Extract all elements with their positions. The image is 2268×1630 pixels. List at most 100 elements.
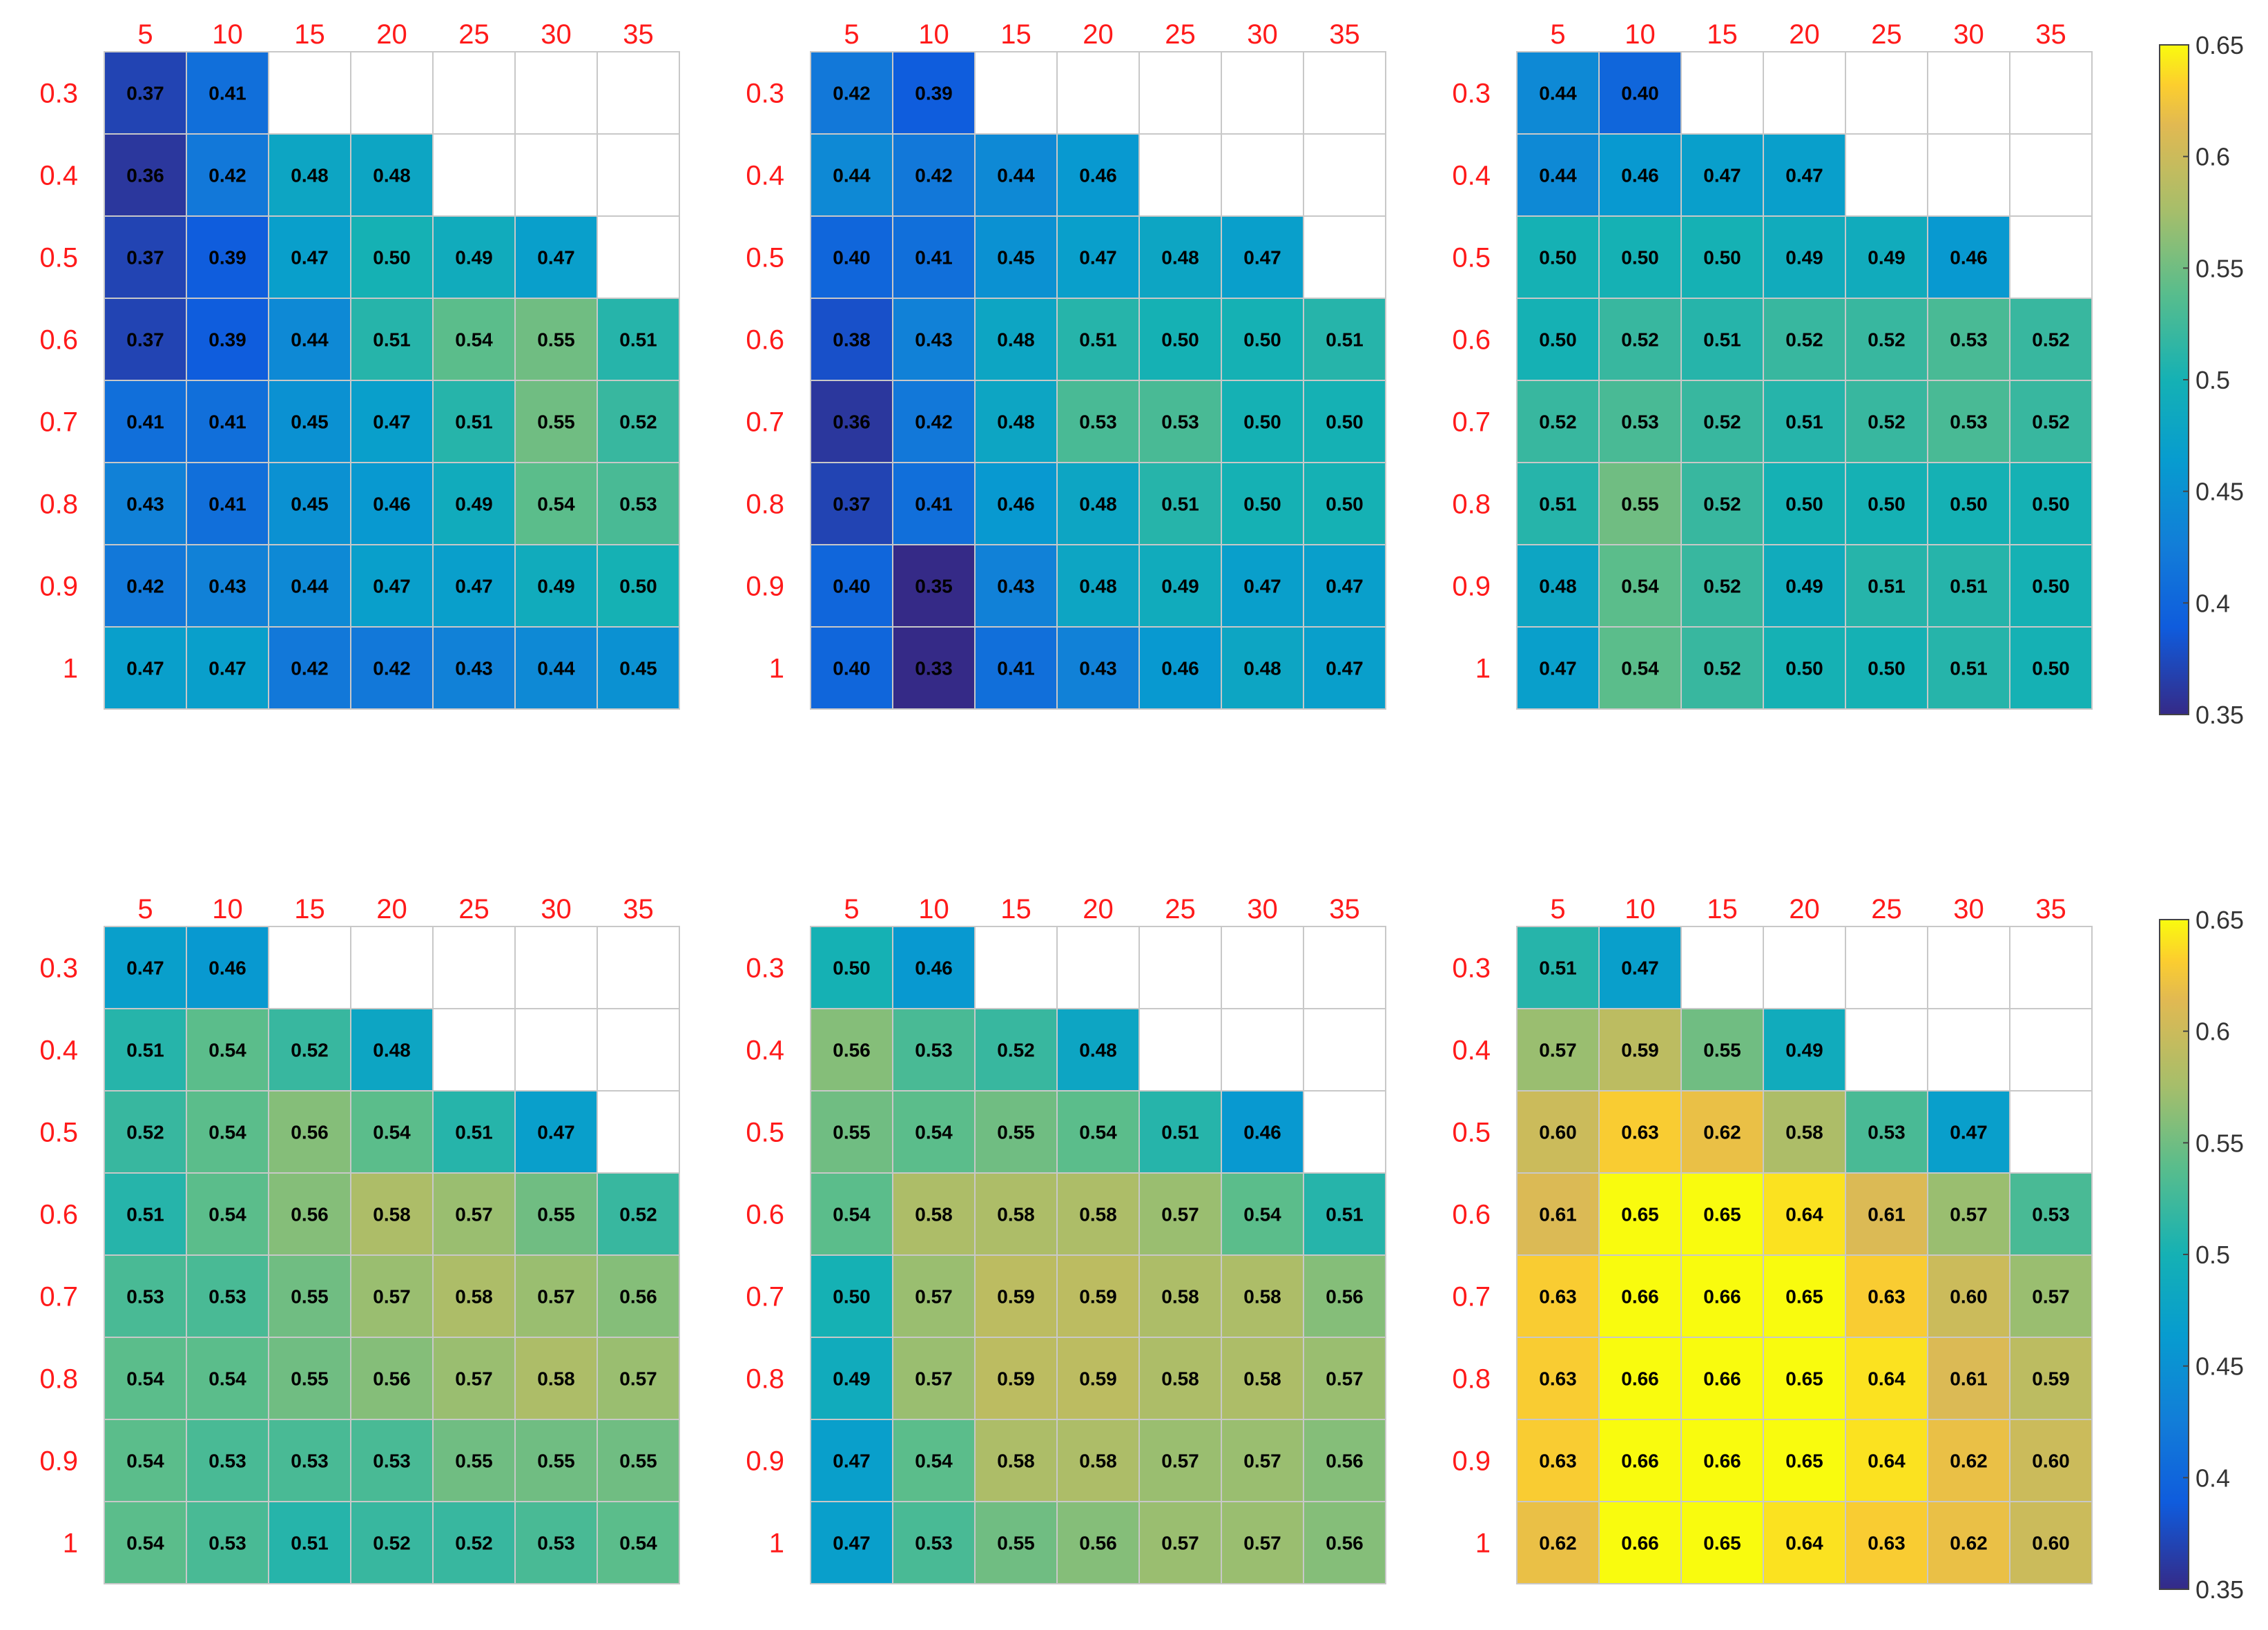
x-tick-label: 35: [1329, 19, 1360, 50]
cell-value-label: 0.54: [1243, 1204, 1281, 1225]
cell-value-label: 0.42: [833, 83, 871, 104]
x-tick-label: 10: [1625, 19, 1656, 50]
heatmap-cell: [1845, 133, 1928, 217]
heatmap-cell: [1598, 1337, 1682, 1420]
cell-value-label: 0.55: [537, 411, 575, 433]
heatmap-cell: [1303, 544, 1386, 628]
cell-value-label: 0.50: [1785, 658, 1823, 679]
cell-value-label: 0.55: [537, 1204, 575, 1225]
cell-value-label: 0.55: [619, 1450, 657, 1472]
cell-value-label: 0.51: [455, 1122, 493, 1143]
cell-value-label: 0.37: [126, 247, 164, 269]
cell-value-label: 0.53: [915, 1533, 953, 1554]
heatmap-cell: [1303, 1254, 1386, 1338]
cell-value-label: 0.53: [1079, 411, 1117, 433]
cell-value-label: 0.54: [209, 1040, 246, 1061]
cell-value-label: 0.48: [997, 411, 1035, 433]
heatmap-cell: [1763, 1337, 1846, 1420]
cell-value-label: 0.47: [1539, 658, 1577, 679]
cell-value-label: 0.41: [209, 411, 246, 433]
cell-value-label: 0.59: [1079, 1368, 1117, 1390]
x-tick-label: 30: [541, 19, 572, 50]
heatmap-cell: [1763, 462, 1846, 545]
cell-value-label: 0.42: [915, 411, 953, 433]
cell-value-label: 0.50: [2032, 658, 2070, 679]
heatmap-panel-2: 0.42 0.390.44 0.42 0.44 0.460.40 0.41 0.45 0.47…: [746, 19, 1386, 710]
x-tick-label: 20: [1083, 894, 1114, 924]
cell-value-label: 0.47: [1243, 247, 1281, 269]
cell-value-label: 0.41: [126, 411, 164, 433]
cell-value-label: 0.51: [1539, 494, 1577, 515]
cell-value-label: 0.44: [833, 165, 871, 186]
heatmap-cell: [1927, 626, 2010, 710]
cell-value-label: 0.61: [1539, 1204, 1577, 1225]
cell-value-label: 0.40: [1621, 83, 1659, 104]
cell-value-label: 0.62: [1950, 1533, 1988, 1554]
heatmap-cell: [1221, 380, 1304, 463]
cell-value-label: 0.58: [1079, 1204, 1117, 1225]
heatmap-cell: [597, 544, 680, 628]
cell-value-label: 0.39: [209, 329, 246, 351]
heatmap-cell: [268, 1172, 351, 1256]
cell-value-label: 0.63: [1868, 1533, 1906, 1554]
x-tick-label: 35: [1329, 894, 1360, 924]
heatmap-cell: [2009, 1419, 2093, 1502]
cell-value-label: 0.41: [209, 494, 246, 515]
cell-value-label: 0.47: [455, 576, 493, 597]
cell-value-label: 0.54: [126, 1533, 164, 1554]
x-tick-label: 20: [376, 19, 407, 50]
cell-value-label: 0.54: [915, 1450, 953, 1472]
heatmap-cell: [268, 926, 351, 1009]
cell-value-label: 0.43: [997, 576, 1035, 597]
cell-value-label: 0.57: [1161, 1204, 1199, 1225]
heatmap-cell: [104, 1254, 187, 1338]
heatmap-cell: [1221, 1254, 1304, 1338]
cell-value-label: 0.66: [1621, 1286, 1659, 1308]
heatmap-panel-5: 0.50 0.460.56 0.53 0.52 0.480.55 0.54 0.55 0.54…: [746, 894, 1386, 1584]
x-tick-label: 15: [1707, 894, 1738, 924]
cell-value-label: 0.49: [455, 247, 493, 269]
cell-value-label: 0.48: [1161, 247, 1199, 269]
heatmap-cell: [1680, 215, 1764, 299]
cell-value-label: 0.45: [291, 494, 329, 515]
cell-value-label: 0.54: [126, 1450, 164, 1472]
cell-value-label: 0.59: [997, 1368, 1035, 1390]
cell-value-label: 0.51: [373, 329, 411, 351]
heatmap-frame: [104, 51, 680, 710]
heatmap-cell: [1056, 215, 1140, 299]
heatmap-cell: [186, 380, 269, 463]
heatmap-cell: [974, 926, 1058, 1009]
heatmap-cell: [350, 380, 434, 463]
cell-value-label: 0.51: [1326, 329, 1364, 351]
cell-value-label: 0.36: [833, 411, 871, 433]
cell-value-label: 0.66: [1621, 1533, 1659, 1554]
x-tick-label: 20: [1083, 19, 1114, 50]
cell-value-label: 0.53: [1868, 1122, 1906, 1143]
cell-value-label: 0.51: [1079, 329, 1117, 351]
cell-value-label: 0.53: [1621, 411, 1659, 433]
heatmap-cell: [432, 1337, 516, 1420]
cell-value-label: 0.47: [209, 658, 246, 679]
cell-value-label: 0.48: [1079, 494, 1117, 515]
colorbar-tick-label: 0.4: [2196, 589, 2230, 617]
cell-value-label: 0.65: [1621, 1204, 1659, 1225]
cell-value-label: 0.65: [1703, 1533, 1741, 1554]
heatmap-cell: [1763, 1008, 1846, 1091]
heatmap-cell: [186, 1337, 269, 1420]
heatmap-cell: [1927, 1337, 2010, 1420]
x-tick-label: 20: [376, 894, 407, 924]
cell-value-label: 0.55: [537, 329, 575, 351]
x-tick-label: 30: [1247, 894, 1278, 924]
colorbar-tick-label: 0.5: [2196, 1241, 2230, 1269]
heatmap-cell: [1598, 1501, 1682, 1584]
colorbar-tick-label: 0.55: [2196, 1129, 2244, 1157]
heatmap-cell: [1763, 380, 1846, 463]
heatmap-cell: [432, 926, 516, 1009]
cell-value-label: 0.63: [1621, 1122, 1659, 1143]
cell-value-label: 0.44: [291, 329, 329, 351]
y-tick-label: 0.5: [39, 243, 78, 273]
heatmap-cell: [1516, 1008, 1600, 1091]
heatmap-cell: [1138, 1172, 1222, 1256]
heatmap-cell: [1845, 1501, 1928, 1584]
heatmap-cell: [1056, 1172, 1140, 1256]
